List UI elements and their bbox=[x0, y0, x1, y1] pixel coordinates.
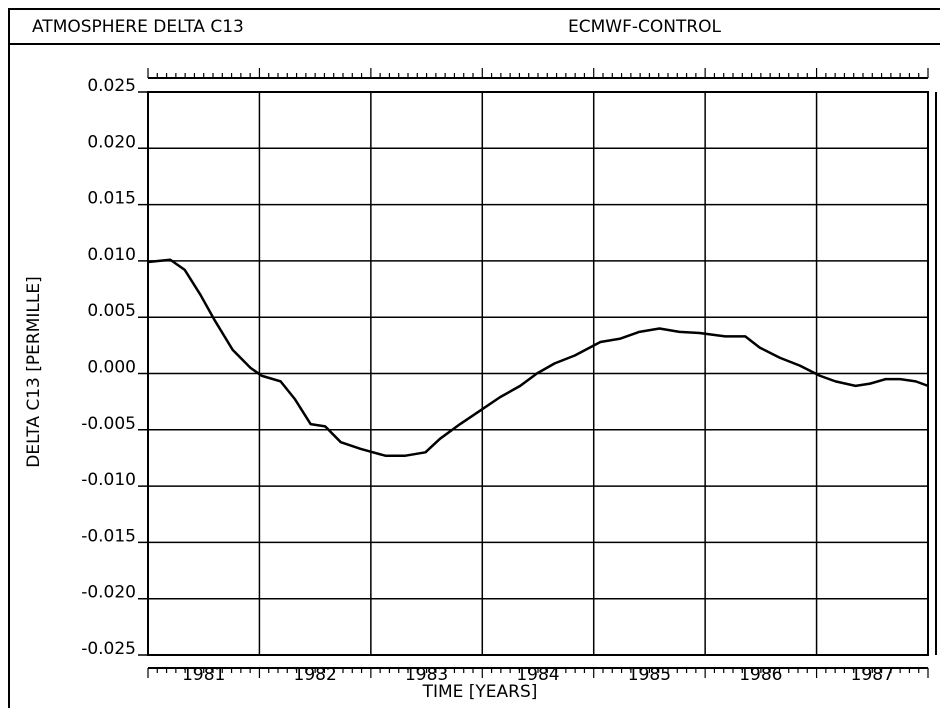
y-tick-label: -0.020 bbox=[81, 583, 136, 603]
y-tick-label: -0.010 bbox=[81, 470, 136, 490]
y-tick-label: 0.000 bbox=[87, 358, 136, 378]
x-axis-label: TIME [YEARS] bbox=[422, 682, 538, 702]
x-tick-label: 1987 bbox=[851, 665, 894, 685]
y-tick-label: 0.025 bbox=[87, 76, 136, 96]
x-tick-label: 1982 bbox=[294, 665, 337, 685]
x-tick-label: 1985 bbox=[628, 665, 671, 685]
x-tick-label: 1981 bbox=[182, 665, 225, 685]
header-right: ECMWF-CONTROL bbox=[568, 17, 722, 37]
y-tick-label: 0.020 bbox=[87, 132, 136, 152]
y-axis-label: DELTA C13 [PERMILLE] bbox=[24, 276, 44, 467]
y-tick-label: -0.005 bbox=[81, 414, 136, 434]
y-tick-label: 0.005 bbox=[87, 301, 136, 321]
y-tick-label: 0.015 bbox=[87, 189, 136, 209]
data-line bbox=[147, 258, 929, 457]
x-tick-label: 1986 bbox=[739, 665, 782, 685]
y-tick-label: 0.010 bbox=[87, 245, 136, 265]
x-tick-label: 1983 bbox=[405, 665, 448, 685]
plot-frame bbox=[147, 91, 929, 656]
x-tick-label: 1984 bbox=[516, 665, 559, 685]
frame bbox=[8, 8, 940, 708]
header-left: ATMOSPHERE DELTA C13 bbox=[32, 17, 244, 37]
y-tick-label: -0.015 bbox=[81, 526, 136, 546]
y-tick-label: -0.025 bbox=[81, 639, 136, 659]
